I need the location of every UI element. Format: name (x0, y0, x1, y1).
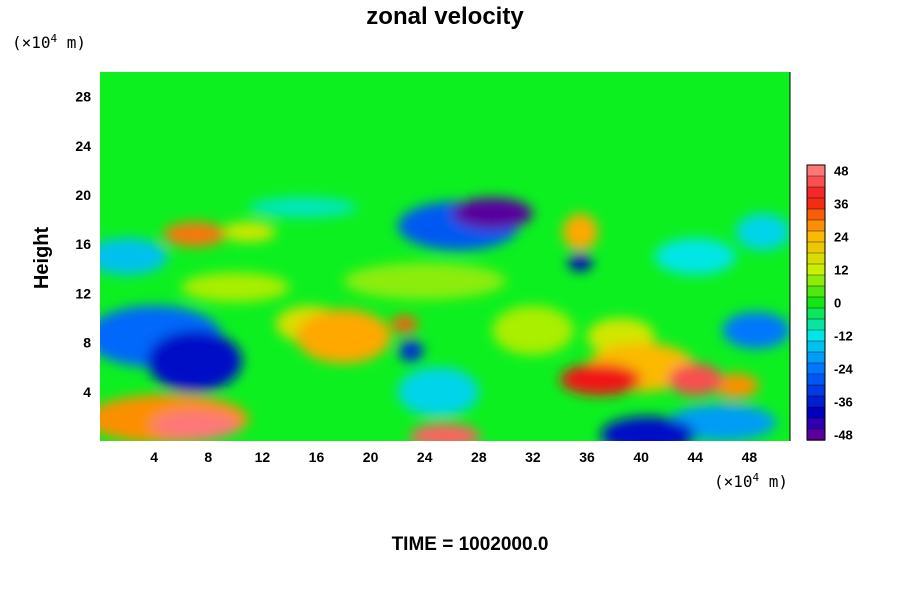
velocity-feature (568, 254, 593, 272)
velocity-feature (147, 330, 243, 392)
velocity-feature (654, 238, 736, 275)
colorbar-tick-label: 12 (834, 263, 848, 278)
colorbar-swatch (806, 208, 826, 221)
velocity-feature (390, 315, 418, 333)
x-tick-label: 12 (255, 449, 271, 465)
y-tick-label: 28 (75, 89, 91, 105)
colorbar-swatch (806, 175, 826, 188)
colorbar-swatch (806, 373, 826, 386)
velocity-feature (560, 363, 642, 396)
y-tick-label: 20 (75, 187, 91, 203)
colorbar-tick-label: 24 (834, 230, 849, 245)
y-axis-label: Height (31, 227, 53, 290)
colorbar-swatch (806, 340, 826, 353)
colorbar-tick-label: 36 (834, 197, 848, 212)
chart-title: zonal velocity (366, 3, 524, 30)
velocity-feature (151, 410, 238, 440)
y-unit-exponent: 4 (51, 32, 58, 45)
colorbar-tick-label: -12 (834, 329, 853, 344)
x-tick-label: 40 (633, 449, 649, 465)
colorbar-tick-label: -48 (834, 428, 853, 443)
colorbar-tick-label: -36 (834, 395, 853, 410)
velocity-feature (409, 423, 481, 441)
colorbar-swatch (806, 307, 826, 320)
colorbar-swatch (806, 384, 826, 397)
x-tick-label: 28 (471, 449, 487, 465)
colorbar-swatch (806, 252, 826, 265)
y-axis-unit: (×104 m) (12, 32, 86, 52)
y-tick-label: 24 (75, 138, 91, 154)
colorbar-swatch (806, 428, 826, 441)
velocity-feature (492, 305, 574, 355)
colorbar-swatch (806, 274, 826, 287)
x-tick-label: 44 (688, 449, 704, 465)
velocity-feature (100, 238, 168, 275)
x-tick-label: 32 (525, 449, 541, 465)
velocity-feature (668, 404, 777, 441)
x-tick-label: 20 (363, 449, 379, 465)
velocity-feature (399, 340, 424, 363)
colorbar-swatch (806, 362, 826, 375)
x-axis-unit: (×104 m) (714, 471, 788, 491)
colorbar-swatch (806, 296, 826, 309)
x-tick-label: 24 (417, 449, 433, 465)
colorbar-swatch (806, 186, 826, 199)
colorbar-ticks: 48 36 24 12 0 -12 -24 -36 -48 (834, 164, 854, 443)
colorbar-swatch (806, 230, 826, 243)
colorbar-border (806, 164, 826, 441)
x-tick-label: 48 (742, 449, 758, 465)
x-unit-suffix: m) (759, 472, 788, 491)
x-tick-label: 16 (309, 449, 325, 465)
velocity-feature (735, 213, 790, 251)
colorbar-swatch (806, 417, 826, 430)
colorbar-swatch (806, 197, 826, 210)
y-tick-label: 16 (75, 236, 91, 252)
colorbar-swatch (806, 241, 826, 254)
x-axis-ticks: 4 8 12 16 20 24 28 32 36 40 44 48 (150, 449, 757, 465)
colorbar-swatch (806, 329, 826, 342)
x-tick-label: 4 (150, 449, 158, 465)
velocity-feature (712, 373, 759, 398)
velocity-feature (181, 272, 290, 303)
velocity-feature (600, 416, 696, 441)
y-axis-ticks: 4 8 12 16 20 24 28 (75, 89, 91, 400)
colorbar-tick-label: 48 (834, 164, 848, 179)
x-unit-exponent: 4 (753, 471, 760, 484)
colorbar-tick-label: 0 (834, 296, 841, 311)
velocity-feature (248, 197, 358, 218)
colorbar-swatch (806, 395, 826, 408)
y-tick-label: 8 (83, 335, 91, 351)
y-tick-label: 4 (83, 384, 91, 400)
velocity-feature (668, 363, 723, 396)
colorbar-tick-label: -24 (834, 362, 854, 377)
x-unit-prefix: (×10 (714, 472, 753, 491)
colorbar-swatch (806, 219, 826, 232)
colorbar-swatch (806, 351, 826, 364)
velocity-feature (451, 197, 533, 230)
y-tick-label: 12 (75, 285, 91, 301)
velocity-field (100, 197, 790, 441)
colorbar-swatch (806, 406, 826, 419)
y-unit-suffix: m) (57, 33, 86, 52)
velocity-feature (397, 367, 479, 417)
velocity-feature (221, 222, 276, 242)
time-label: TIME = 1002000.0 (392, 534, 549, 555)
velocity-feature (163, 222, 226, 247)
x-tick-label: 8 (204, 449, 212, 465)
velocity-feature (296, 309, 391, 364)
colorbar (806, 164, 826, 441)
y-unit-prefix: (×10 (12, 33, 51, 52)
velocity-feature (722, 311, 790, 349)
colorbar-swatch (806, 285, 826, 298)
colorbar-swatch (806, 164, 826, 177)
velocity-feature (343, 262, 506, 300)
colorbar-swatch (806, 263, 826, 276)
colorbar-swatch (806, 318, 826, 331)
x-tick-label: 36 (579, 449, 595, 465)
velocity-feature (562, 213, 598, 251)
